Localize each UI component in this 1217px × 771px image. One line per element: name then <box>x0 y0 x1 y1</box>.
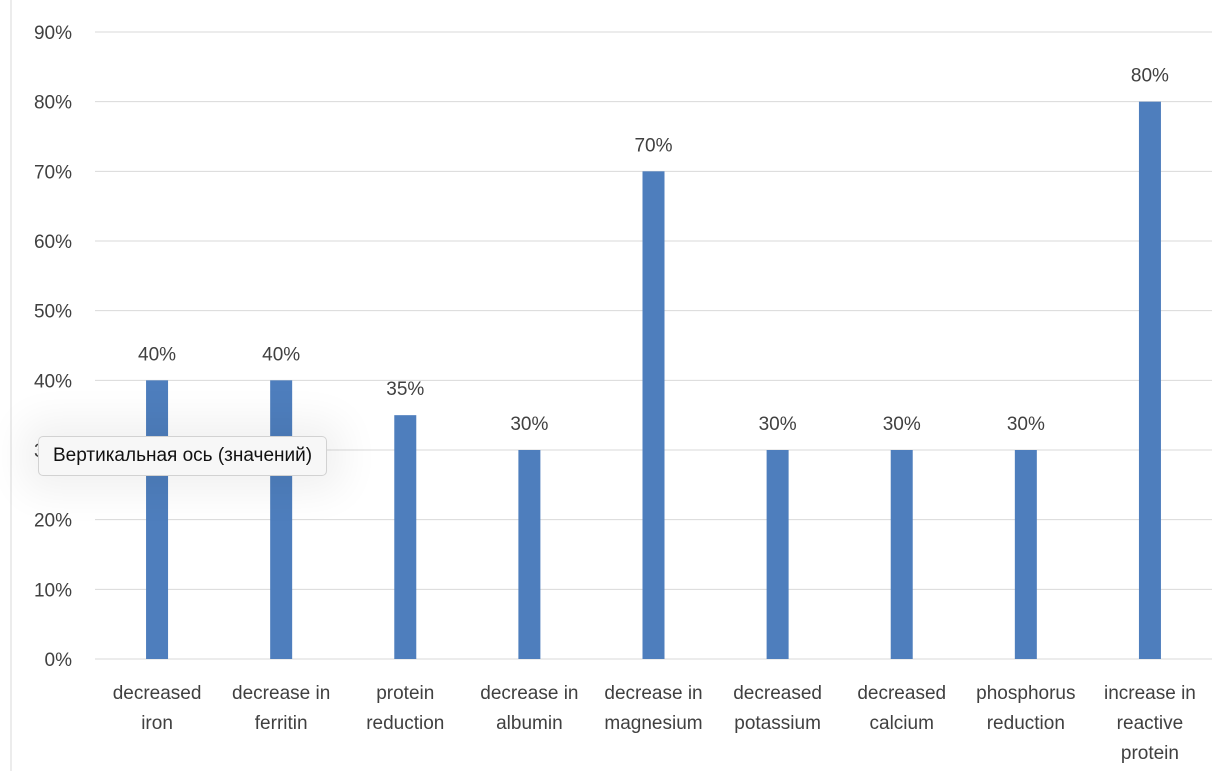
x-tick-label: reactive <box>1117 713 1184 734</box>
data-label: 40% <box>138 344 176 365</box>
y-tick-label: 80% <box>34 93 72 114</box>
data-label: 35% <box>386 379 424 400</box>
data-label: 30% <box>1007 414 1045 435</box>
x-tick-label: reduction <box>366 713 444 734</box>
x-tick-label: phosphorus <box>976 683 1075 704</box>
x-tick-label: potassium <box>734 713 821 734</box>
x-tick-label: iron <box>141 713 173 734</box>
x-tick-label: increase in <box>1104 683 1196 704</box>
y-tick-label: 90% <box>34 23 72 44</box>
x-tick-label: decreased <box>857 683 946 704</box>
x-tick-label: calcium <box>870 713 934 734</box>
bar[interactable] <box>270 380 293 659</box>
y-tick-label: 10% <box>34 580 72 601</box>
x-tick-label: decreased <box>113 683 202 704</box>
data-label: 30% <box>510 414 548 435</box>
bar[interactable] <box>1138 101 1161 659</box>
x-tick-label: decrease in <box>232 683 330 704</box>
x-tick-label: reduction <box>987 713 1065 734</box>
x-tick-label: decrease in <box>604 683 702 704</box>
x-tick-label: magnesium <box>604 713 702 734</box>
x-tick-label: albumin <box>496 713 563 734</box>
bar[interactable] <box>394 415 417 659</box>
y-tick-label: 40% <box>34 371 72 392</box>
y-tick-label: 60% <box>34 232 72 253</box>
data-label: 30% <box>883 414 921 435</box>
axis-tooltip: Вертикальная ось (значений) <box>38 436 328 476</box>
bars <box>146 101 1161 660</box>
x-tick-label: protein <box>376 683 434 704</box>
x-tick-label: ferritin <box>255 713 308 734</box>
y-tick-label: 20% <box>34 511 72 532</box>
bar[interactable] <box>890 450 913 659</box>
data-label: 30% <box>759 414 797 435</box>
bar[interactable] <box>642 171 665 660</box>
data-label: 70% <box>634 135 672 156</box>
bar[interactable] <box>1014 450 1037 659</box>
bar[interactable] <box>518 450 541 659</box>
x-tick-label: decrease in <box>480 683 578 704</box>
y-tick-label: 50% <box>34 302 72 323</box>
data-labels: 40% 40% 35% 30% 70% 30% 30% 30% 80% <box>138 66 1169 435</box>
data-label: 40% <box>262 344 300 365</box>
y-tick-label: 70% <box>34 162 72 183</box>
y-tick-label: 0% <box>45 650 73 671</box>
x-axis-category-labels: decreased iron decrease in ferritin protein r… <box>113 683 1196 764</box>
bar[interactable] <box>766 450 789 659</box>
data-label: 80% <box>1131 66 1169 87</box>
x-tick-label: decreased <box>733 683 822 704</box>
bar[interactable] <box>146 380 169 659</box>
y-axis-tick-labels: 0%10%20%30%40%50%60%70%80%90% <box>34 23 72 671</box>
x-tick-label: protein <box>1121 743 1179 764</box>
